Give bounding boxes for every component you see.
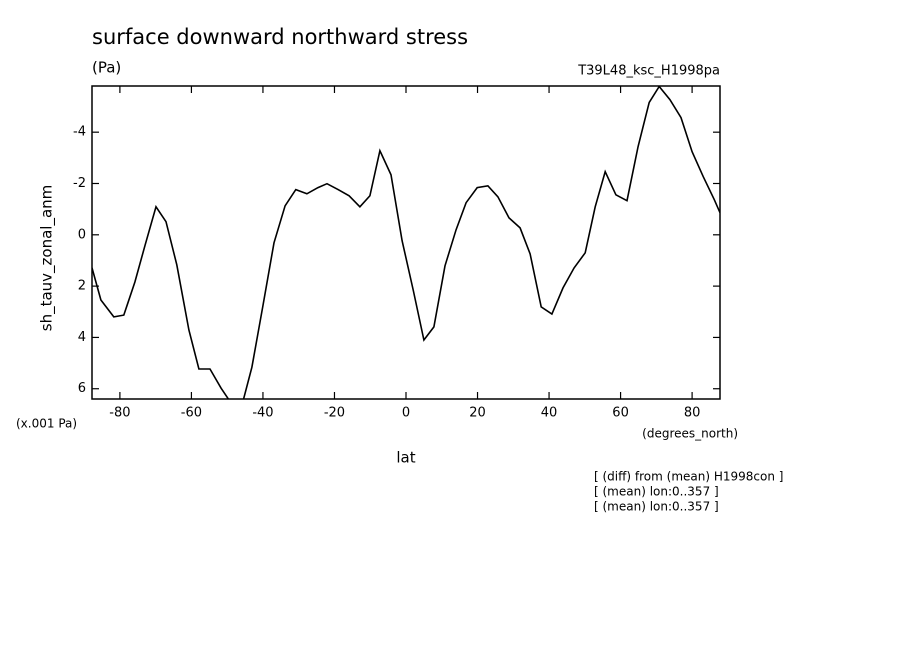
note: [ (mean) lon:0..357 ] bbox=[594, 500, 719, 514]
x-tick-label: 40 bbox=[541, 406, 558, 421]
x-tick-label: 60 bbox=[612, 406, 629, 421]
note: [ (mean) lon:0..357 ] bbox=[594, 485, 719, 499]
y-tick-label: -2 bbox=[73, 176, 86, 191]
y-tick-label: -4 bbox=[73, 125, 86, 140]
y-tick-label: 0 bbox=[78, 227, 86, 242]
y-tick-label: 2 bbox=[78, 279, 86, 294]
x-tick-label: 0 bbox=[402, 406, 410, 421]
chart-title: surface downward northward stress bbox=[92, 25, 468, 49]
x-unit: (degrees_north) bbox=[642, 427, 738, 441]
x-tick-label: 20 bbox=[469, 406, 486, 421]
x-axis-label: lat bbox=[396, 449, 415, 467]
x-tick-label: -20 bbox=[324, 406, 345, 421]
y-tick-label: 6 bbox=[78, 381, 86, 396]
y-tick-label: 4 bbox=[78, 330, 86, 345]
x-tick-label: 80 bbox=[684, 406, 701, 421]
note: [ (diff) from (mean) H1998con ] bbox=[594, 470, 783, 484]
subtitle: (Pa) bbox=[92, 59, 121, 77]
x-tick-label: -80 bbox=[109, 406, 130, 421]
run-label: T39L48_ksc_H1998pa bbox=[577, 64, 720, 79]
y-unit: (x.001 Pa) bbox=[16, 417, 77, 431]
x-tick-label: -60 bbox=[181, 406, 202, 421]
data-line bbox=[92, 86, 720, 399]
y-axis-label: sh_tauv_zonal_anm bbox=[38, 185, 57, 332]
x-tick-label: -40 bbox=[252, 406, 273, 421]
